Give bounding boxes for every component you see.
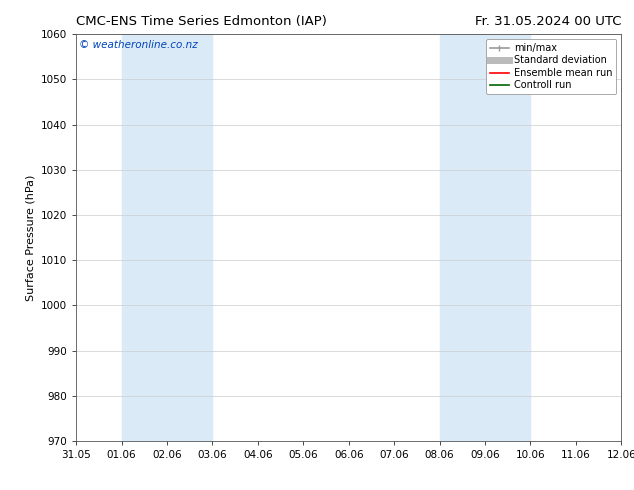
Y-axis label: Surface Pressure (hPa): Surface Pressure (hPa)	[25, 174, 36, 301]
Bar	[439, 34, 531, 441]
Text: Fr. 31.05.2024 00 UTC: Fr. 31.05.2024 00 UTC	[475, 15, 621, 28]
Legend: min/max, Standard deviation, Ensemble mean run, Controll run: min/max, Standard deviation, Ensemble me…	[486, 39, 616, 94]
Bar	[122, 34, 212, 441]
Text: © weatheronline.co.nz: © weatheronline.co.nz	[79, 40, 198, 50]
Text: CMC-ENS Time Series Edmonton (IAP): CMC-ENS Time Series Edmonton (IAP)	[76, 15, 327, 28]
